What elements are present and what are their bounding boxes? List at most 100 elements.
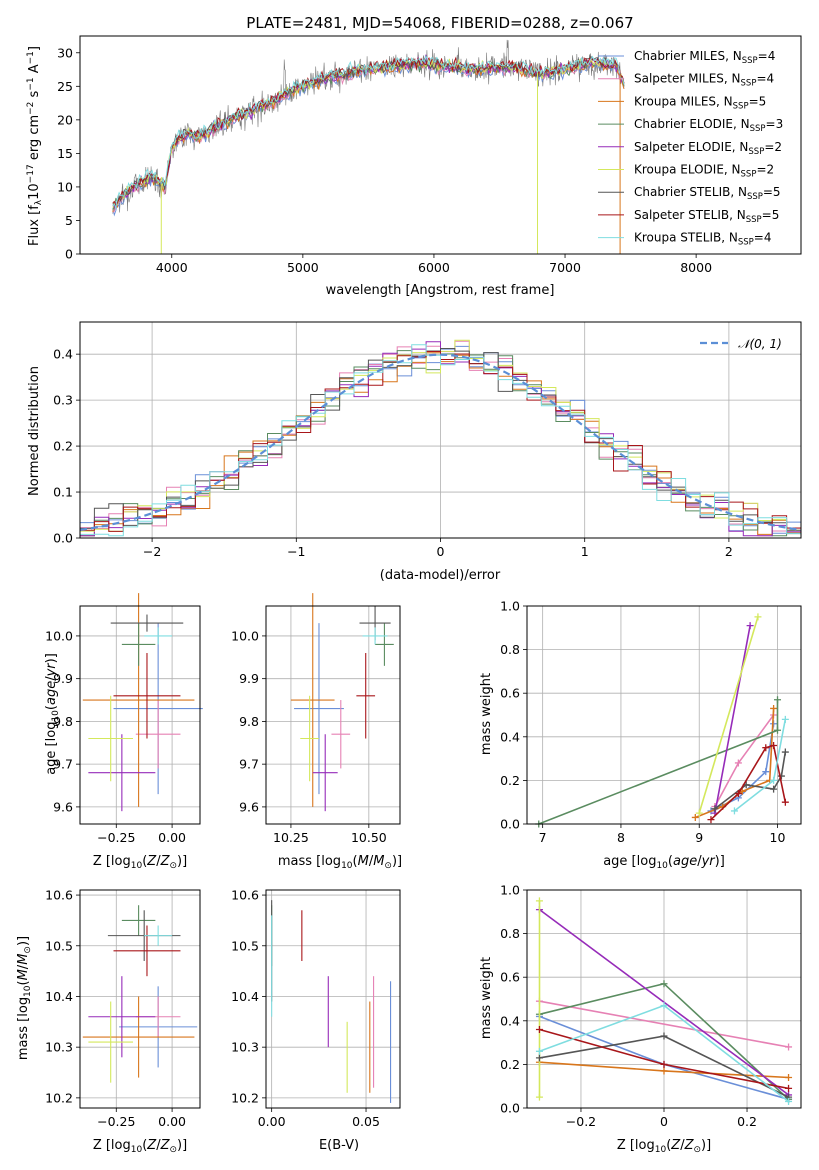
x-tick-label: 7: [539, 830, 547, 845]
y-tick-label: 10.6: [45, 888, 73, 903]
y-tick-label: 10.4: [45, 989, 73, 1004]
axes-frame: [79, 605, 201, 825]
x-tick-label: 1: [581, 544, 589, 559]
y-tick-label: 10.5: [231, 938, 259, 953]
weight-marker-kroupa-elodie: [695, 809, 703, 817]
y-tick-label: 0.8: [500, 926, 520, 941]
axes-frame: [79, 35, 802, 255]
y-tick-label: 0.6: [500, 970, 520, 985]
histogram-kroupa-stelib: [80, 344, 801, 537]
weight-line-kroupa-elodie: [698, 616, 759, 814]
x-tick-label: 0.2: [737, 1114, 757, 1129]
x-tick-label: 10: [770, 830, 786, 845]
x-tick-label: 5000: [287, 260, 319, 275]
y-tick-label: 10.2: [45, 1090, 73, 1105]
weight-marker-kroupa-stelib: [770, 776, 778, 784]
weight-marker-salpeter-stelib: [762, 744, 770, 752]
y-tick-label: 10.0: [45, 628, 73, 643]
x-tick-label: −0.25: [97, 830, 135, 845]
y-tick-label: 0.2: [500, 1057, 520, 1072]
weight-marker-kroupa-miles: [660, 1067, 668, 1075]
weight-line-salpeter-miles: [539, 1000, 789, 1048]
mass-weight-vs-age-panel: 7 8 9 10 0.0 0.2 0.4 0.6 0.8 1.0: [500, 599, 802, 845]
y-tick-label: 20: [57, 112, 73, 127]
weight-marker-chabrier-stelib: [535, 1054, 543, 1062]
y-tick-label: 9.9: [239, 671, 259, 686]
y-tick-label: 0.2: [53, 439, 73, 454]
spectrum-ylabel: Flux [fλ10−17 erg cm−2 s−1 A−1]: [26, 46, 44, 246]
y-tick-label: 10.3: [45, 1040, 73, 1055]
weight-marker-kroupa-elodie: [535, 1093, 543, 1101]
y-tick-label: 9.6: [239, 799, 259, 814]
x-tick-label: 2: [725, 544, 733, 559]
x-tick-label: 9: [695, 830, 703, 845]
weight-line-kroupa-miles: [695, 708, 775, 819]
weight-marker-salpeter-stelib: [785, 1084, 793, 1092]
x-tick-label: 0.05: [352, 1114, 380, 1129]
y-tick-label: 10.0: [231, 628, 259, 643]
weight-marker-salpeter-stelib: [770, 742, 778, 750]
weight-marker-kroupa-elodie: [535, 897, 543, 905]
x-tick-label: 6000: [418, 260, 450, 275]
y-tick-label: 0.2: [500, 773, 520, 788]
x-tick-label: 7000: [549, 260, 581, 275]
p7-ylabel: mass weight: [479, 957, 494, 1039]
y-tick-label: 0.0: [53, 531, 73, 546]
x-tick-label: 10.25: [273, 830, 309, 845]
weight-line-salpeter-elodie: [714, 625, 751, 814]
p3-xlabel: mass [log10(M/M⊙)]: [278, 854, 402, 871]
x-tick-label: 8: [617, 830, 625, 845]
age-vs-mass-panel: 10.25 10.50 9.6 9.7 9.8 9.9 10.0: [231, 593, 401, 845]
y-tick-label: 0.0: [500, 817, 520, 832]
legend-label-chabrier-miles: Chabrier MILES, NSSP=4: [634, 49, 775, 66]
legend-label-chabrier-elodie: Chabrier ELODIE, NSSP=3: [634, 117, 783, 134]
legend-label-salpeter-stelib: Salpeter STELIB, NSSP=5: [634, 208, 779, 225]
y-tick-label: 15: [57, 146, 73, 161]
x-tick-label: −1: [287, 544, 305, 559]
y-tick-label: 0.1: [53, 485, 73, 500]
y-tick-label: 10.3: [231, 1040, 259, 1055]
x-tick-label: −2: [143, 544, 161, 559]
y-tick-label: 1.0: [500, 599, 520, 614]
legend-label-salpeter-miles: Salpeter MILES, NSSP=4: [634, 72, 774, 89]
weight-marker-kroupa-stelib: [781, 715, 789, 723]
y-tick-label: 10.4: [231, 989, 259, 1004]
p7-xlabel: Z [log10(Z/Z⊙)]: [617, 1138, 711, 1155]
y-tick-label: 9.7: [239, 757, 259, 772]
weight-marker-chabrier-elodie: [660, 980, 668, 988]
weight-marker-chabrier-stelib: [770, 785, 778, 793]
weight-marker-kroupa-stelib: [535, 1047, 543, 1055]
y-tick-label: 25: [57, 79, 73, 94]
y-tick-label: 9.8: [53, 714, 73, 729]
spectrum-xlabel: wavelength [Angstrom, rest frame]: [326, 283, 555, 298]
mass-vs-ebv-panel: 0.00 0.05 10.2 10.3 10.4 10.5 10.6: [231, 888, 401, 1129]
mass-vs-metallicity-panel: −0.25 0.00 10.2 10.3 10.4 10.5 10.6: [45, 888, 201, 1129]
spectrum-title: PLATE=2481, MJD=54068, FIBERID=0288, z=0…: [246, 14, 633, 32]
y-tick-label: 5: [65, 213, 73, 228]
weight-marker-kroupa-elodie: [754, 613, 762, 621]
weight-marker-salpeter-miles: [734, 759, 742, 767]
legend-label-chabrier-stelib: Chabrier STELIB, NSSP=5: [634, 185, 781, 202]
weight-marker-chabrier-miles: [762, 768, 770, 776]
weight-marker-salpeter-miles: [785, 1043, 793, 1051]
spectrum-panel: 4000 5000 6000 7000 8000 0 5 10 15 20 25 30 Chabrier…: [57, 35, 802, 275]
y-tick-label: 10.6: [231, 888, 259, 903]
y-tick-label: 1.0: [500, 883, 520, 898]
p4-xlabel: age [log10(age/yr)]: [603, 854, 725, 871]
x-tick-label: 0: [660, 1114, 668, 1129]
axes-frame: [265, 605, 401, 825]
y-tick-label: 9.9: [53, 671, 73, 686]
weight-marker-salpeter-stelib: [535, 1026, 543, 1034]
p5-ylabel: mass [log10(M/M⊙)]: [16, 936, 33, 1060]
y-tick-label: 9.6: [53, 799, 73, 814]
weight-marker-kroupa-miles: [770, 704, 778, 712]
y-tick-label: 0.4: [53, 347, 73, 362]
x-tick-label: 0.00: [258, 1114, 286, 1129]
weight-marker-chabrier-stelib: [660, 1032, 668, 1040]
y-tick-label: 0.4: [500, 729, 520, 744]
p6-xlabel: E(B-V): [319, 1138, 359, 1153]
y-tick-label: 9.7: [53, 757, 73, 772]
weight-marker-salpeter-stelib: [660, 1060, 668, 1068]
y-tick-label: 0.6: [500, 686, 520, 701]
